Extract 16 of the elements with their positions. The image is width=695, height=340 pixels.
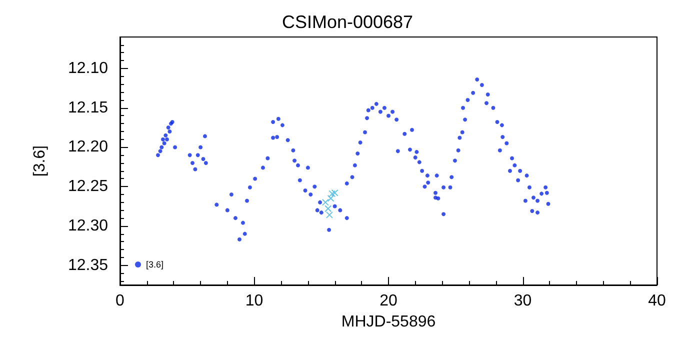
x-tick-label: 0 — [116, 292, 125, 310]
y-tick-label: 12.30 — [68, 217, 108, 234]
y-tick-label: 12.35 — [68, 256, 108, 274]
y-tick-label: 12.20 — [68, 138, 108, 156]
x-tick-label: 40 — [648, 292, 666, 310]
y-tick-label: 12.10 — [68, 60, 108, 77]
y-axis-title: [3.6] — [32, 145, 48, 177]
y-tick-label: 12.15 — [68, 99, 108, 116]
x-axis-title: MHJD-55896 — [341, 313, 436, 330]
legend-label: [3.6] — [146, 260, 164, 270]
point — [331, 189, 338, 196]
x-tick-label: 10 — [245, 292, 264, 310]
chart-title: CSIMon-000687 — [282, 12, 414, 32]
x-tick-label: 20 — [380, 292, 398, 310]
y-tick-label: 12.25 — [68, 178, 108, 196]
x-tick-label: 30 — [514, 292, 532, 310]
